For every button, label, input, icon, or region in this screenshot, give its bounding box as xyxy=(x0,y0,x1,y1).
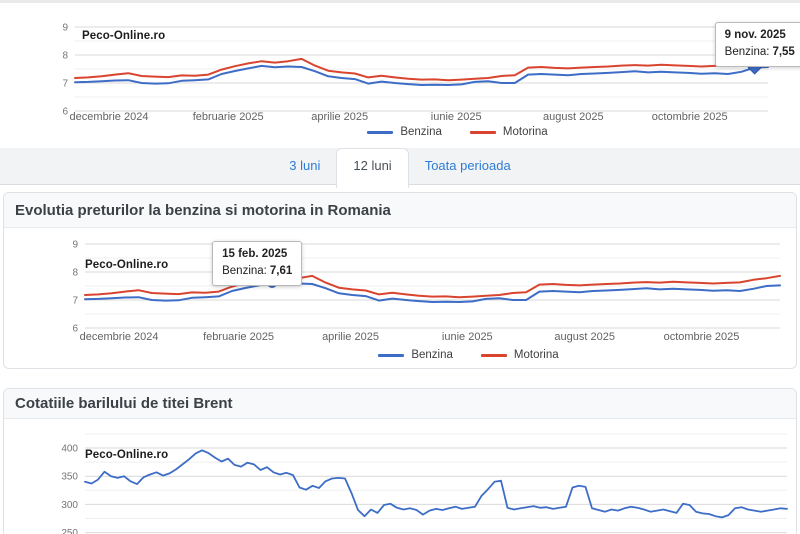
tooltip-date: 9 nov. 2025 xyxy=(724,28,786,41)
svg-text:august 2025: august 2025 xyxy=(543,111,604,123)
period-tab-bar: 3 luni 12 luni Toata perioada xyxy=(0,148,800,188)
svg-text:350: 350 xyxy=(61,472,78,483)
tab-12-luni[interactable]: 12 luni xyxy=(336,148,409,188)
tooltip-date: 15 feb. 2025 xyxy=(222,247,288,260)
fuel-price-plot-top[interactable]: 9 8 7 6 decembrie 2024 februarie 2025 aprilie … xyxy=(0,3,800,125)
legend-line-swatch xyxy=(367,130,394,134)
svg-text:octombrie 2025: octombrie 2025 xyxy=(652,111,728,123)
legend-label: Motorina xyxy=(502,126,548,138)
legend-line-swatch xyxy=(480,353,507,357)
brent-chart: 400 350 300 250 Peco-Online.ro xyxy=(4,419,796,534)
svg-text:februarie 2025: februarie 2025 xyxy=(193,111,264,123)
svg-text:decembrie 2024: decembrie 2024 xyxy=(70,111,149,123)
svg-text:iunie 2025: iunie 2025 xyxy=(442,331,493,343)
svg-text:7: 7 xyxy=(72,296,78,307)
tooltip-value-row: Benzina: 7,55 xyxy=(725,44,795,61)
fuel-price-chart-top: 9 8 7 6 decembrie 2024 februarie 2025 aprilie … xyxy=(0,3,800,146)
svg-text:9: 9 xyxy=(72,240,78,251)
tooltip-value: 7,55 xyxy=(772,45,795,58)
legend-item: Motorina xyxy=(469,126,548,138)
chart-tooltip: 9 nov. 2025 Benzina: 7,55 xyxy=(714,21,800,68)
top-edge-strip xyxy=(0,0,800,3)
tooltip-value: 7,61 xyxy=(269,265,293,278)
legend-label: Benzina xyxy=(411,349,453,361)
chart-tooltip: 15 feb. 2025 Benzina: 7,61 xyxy=(212,240,303,287)
svg-text:aprilie 2025: aprilie 2025 xyxy=(322,331,379,343)
section-title-fuel: Evolutia preturilor la benzina si motori… xyxy=(4,193,796,228)
svg-text:iunie 2025: iunie 2025 xyxy=(431,111,482,123)
svg-text:aprilie 2025: aprilie 2025 xyxy=(311,111,368,123)
legend-label: Benzina xyxy=(400,126,442,138)
svg-text:300: 300 xyxy=(61,500,78,511)
svg-text:7: 7 xyxy=(62,79,68,90)
tab-toata-perioada[interactable]: Toata perioada xyxy=(424,158,511,173)
svg-text:8: 8 xyxy=(72,268,78,279)
watermark-label: Peco-Online.ro xyxy=(82,30,166,42)
section-title-brent: Cotatiile barilului de titei Brent xyxy=(4,389,796,419)
svg-text:6: 6 xyxy=(62,107,68,118)
svg-text:9: 9 xyxy=(62,23,68,34)
legend-item: Benzina xyxy=(367,126,442,138)
svg-text:6: 6 xyxy=(72,324,78,335)
svg-text:octombrie 2025: octombrie 2025 xyxy=(664,331,740,343)
tooltip-series-label: Benzina: xyxy=(222,265,267,278)
tooltip-series-label: Benzina: xyxy=(724,45,770,58)
svg-text:august 2025: august 2025 xyxy=(554,331,615,343)
svg-text:8: 8 xyxy=(62,51,68,62)
chart-legend: Benzina Motorina xyxy=(75,123,800,141)
svg-text:400: 400 xyxy=(61,444,78,455)
svg-text:februarie 2025: februarie 2025 xyxy=(203,331,274,343)
fuel-price-chart-mid: 9 8 7 6 decembrie 2024 februarie 2025 aprilie … xyxy=(4,228,796,368)
svg-text:250: 250 xyxy=(61,528,78,534)
tab-3-luni[interactable]: 3 luni xyxy=(289,158,321,173)
watermark-label: Peco-Online.ro xyxy=(85,259,169,271)
brent-section-card: Cotatiile barilului de titei Brent 400 35… xyxy=(3,388,797,534)
brent-plot[interactable]: 400 350 300 250 xyxy=(4,419,796,534)
fuel-section-card: Evolutia preturilor la benzina si motori… xyxy=(3,192,797,369)
legend-item: Motorina xyxy=(480,349,559,361)
svg-text:decembrie 2024: decembrie 2024 xyxy=(80,331,159,343)
tooltip-value-row: Benzina: 7,61 xyxy=(222,263,292,280)
legend-line-swatch xyxy=(378,353,405,357)
legend-line-swatch xyxy=(469,130,496,134)
watermark-label: Peco-Online.ro xyxy=(85,449,169,461)
legend-label: Motorina xyxy=(513,349,559,361)
chart-legend: Benzina Motorina xyxy=(85,346,800,364)
legend-item: Benzina xyxy=(378,349,453,361)
